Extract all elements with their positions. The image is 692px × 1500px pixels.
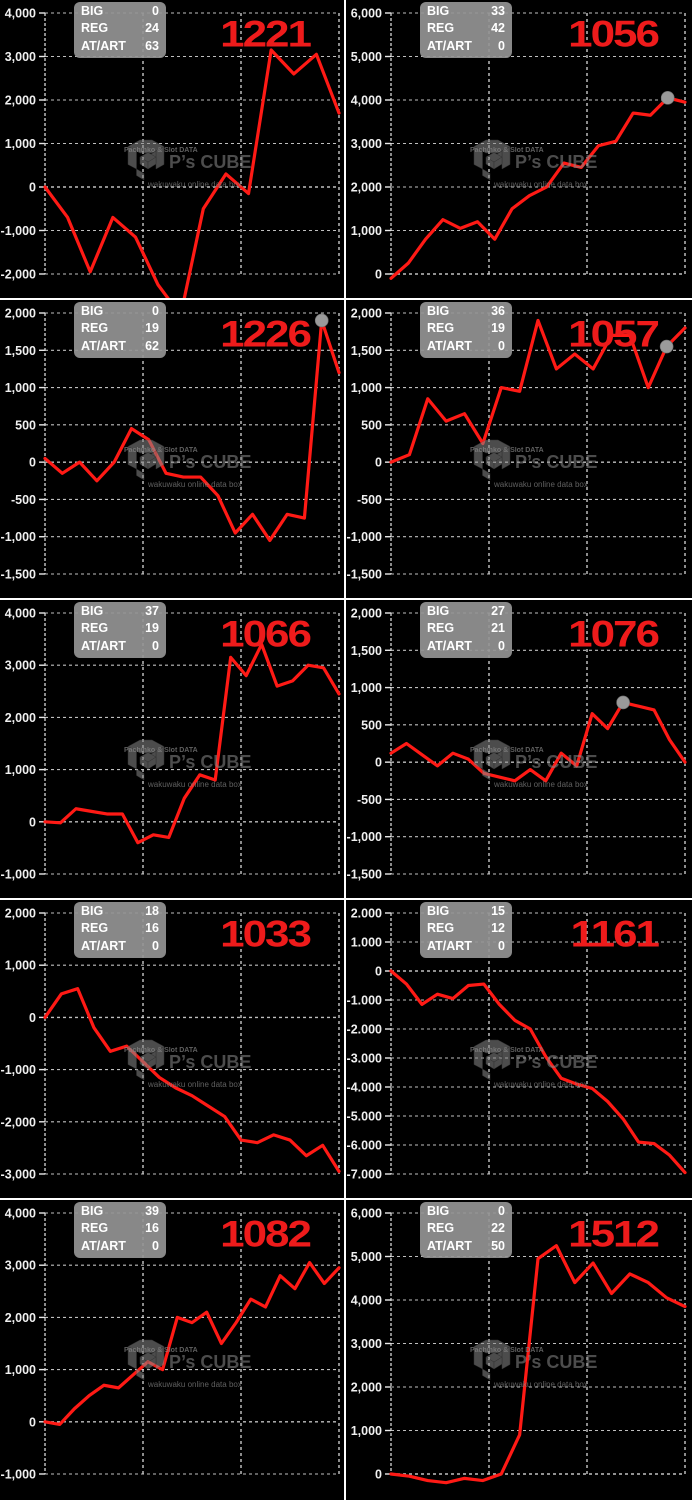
svg-text:-4.000: -4.000 — [347, 1081, 382, 1095]
svg-text:5,000: 5,000 — [351, 1250, 382, 1264]
svg-text:-500: -500 — [357, 793, 382, 807]
svg-text:-1,500: -1,500 — [347, 568, 382, 582]
svg-text:4,000: 4,000 — [5, 607, 36, 621]
svg-text:500: 500 — [15, 418, 36, 432]
svg-text:0: 0 — [29, 456, 36, 470]
svg-text:3,000: 3,000 — [351, 1337, 382, 1351]
svg-text:2,000: 2,000 — [351, 1381, 382, 1395]
svg-text:0: 0 — [29, 1415, 36, 1429]
svg-text:3,000: 3,000 — [5, 50, 36, 64]
svg-text:2,000: 2,000 — [351, 181, 382, 195]
svg-text:4,000: 4,000 — [5, 1207, 36, 1221]
svg-text:2,000: 2,000 — [351, 607, 382, 621]
svg-text:0: 0 — [375, 268, 382, 282]
svg-text:1,000: 1,000 — [5, 1363, 36, 1377]
svg-text:3,000: 3,000 — [351, 137, 382, 151]
svg-text:1,000: 1,000 — [351, 381, 382, 395]
svg-text:0: 0 — [29, 815, 36, 829]
svg-text:P’s CUBE: P’s CUBE — [169, 1052, 251, 1072]
svg-text:1,000: 1,000 — [351, 681, 382, 695]
svg-text:-1,500: -1,500 — [1, 568, 36, 582]
svg-text:-1.000: -1.000 — [347, 994, 382, 1008]
svg-text:4,000: 4,000 — [351, 94, 382, 108]
svg-text:-2,000: -2,000 — [1, 268, 36, 282]
svg-text:P’s CUBE: P’s CUBE — [169, 152, 251, 172]
svg-text:2,000: 2,000 — [351, 307, 382, 321]
svg-text:1,000: 1,000 — [5, 763, 36, 777]
svg-text:1,000: 1,000 — [351, 224, 382, 238]
svg-text:500: 500 — [361, 718, 382, 732]
svg-text:0: 0 — [29, 1011, 36, 1025]
svg-text:0: 0 — [375, 756, 382, 770]
svg-text:P’s CUBE: P’s CUBE — [169, 752, 251, 772]
svg-text:-2.000: -2.000 — [347, 1023, 382, 1037]
svg-text:0: 0 — [375, 1468, 382, 1482]
svg-text:2,000: 2,000 — [5, 94, 36, 108]
svg-text:3,000: 3,000 — [5, 1259, 36, 1273]
svg-text:P’s CUBE: P’s CUBE — [169, 452, 251, 472]
svg-text:-2,000: -2,000 — [1, 1115, 36, 1129]
svg-text:P’s CUBE: P’s CUBE — [169, 1352, 251, 1372]
svg-text:4,000: 4,000 — [351, 1294, 382, 1308]
svg-text:1,000: 1,000 — [5, 381, 36, 395]
svg-text:-1,500: -1,500 — [347, 868, 382, 882]
svg-text:-1,000: -1,000 — [1, 1468, 36, 1482]
svg-text:1,500: 1,500 — [351, 644, 382, 658]
svg-text:-1,000: -1,000 — [1, 868, 36, 882]
svg-text:500: 500 — [361, 418, 382, 432]
svg-text:-6.000: -6.000 — [347, 1139, 382, 1153]
svg-text:1,000: 1,000 — [351, 1424, 382, 1438]
svg-text:3,000: 3,000 — [5, 659, 36, 673]
svg-text:-500: -500 — [11, 493, 36, 507]
svg-text:2.000: 2.000 — [351, 907, 382, 921]
svg-text:P’s CUBE: P’s CUBE — [515, 152, 597, 172]
svg-text:P’s CUBE: P’s CUBE — [515, 1352, 597, 1372]
svg-text:-3.000: -3.000 — [347, 1052, 382, 1066]
svg-text:P’s CUBE: P’s CUBE — [515, 1052, 597, 1072]
svg-text:1,000: 1,000 — [5, 959, 36, 973]
svg-text:2,000: 2,000 — [5, 1311, 36, 1325]
svg-text:4,000: 4,000 — [5, 7, 36, 21]
svg-text:5,000: 5,000 — [351, 50, 382, 64]
svg-text:1,500: 1,500 — [351, 344, 382, 358]
svg-text:2,000: 2,000 — [5, 711, 36, 725]
svg-text:1,500: 1,500 — [5, 344, 36, 358]
svg-text:-7.000: -7.000 — [347, 1168, 382, 1182]
svg-text:6,000: 6,000 — [351, 1207, 382, 1221]
svg-text:-1,000: -1,000 — [347, 830, 382, 844]
svg-text:-3,000: -3,000 — [1, 1168, 36, 1182]
svg-text:-1,000: -1,000 — [1, 530, 36, 544]
svg-text:-5.000: -5.000 — [347, 1110, 382, 1124]
svg-text:0: 0 — [375, 456, 382, 470]
svg-text:1,000: 1,000 — [5, 137, 36, 151]
svg-text:0: 0 — [375, 965, 382, 979]
svg-text:-1,000: -1,000 — [1, 1063, 36, 1077]
svg-text:6,000: 6,000 — [351, 7, 382, 21]
svg-text:1.000: 1.000 — [351, 936, 382, 950]
svg-text:P’s CUBE: P’s CUBE — [515, 452, 597, 472]
svg-text:2,000: 2,000 — [5, 907, 36, 921]
svg-text:-1,000: -1,000 — [1, 224, 36, 238]
svg-text:-1,000: -1,000 — [347, 530, 382, 544]
svg-text:2,000: 2,000 — [5, 307, 36, 321]
svg-text:-500: -500 — [357, 493, 382, 507]
svg-text:P’s CUBE: P’s CUBE — [515, 752, 597, 772]
svg-text:0: 0 — [29, 181, 36, 195]
